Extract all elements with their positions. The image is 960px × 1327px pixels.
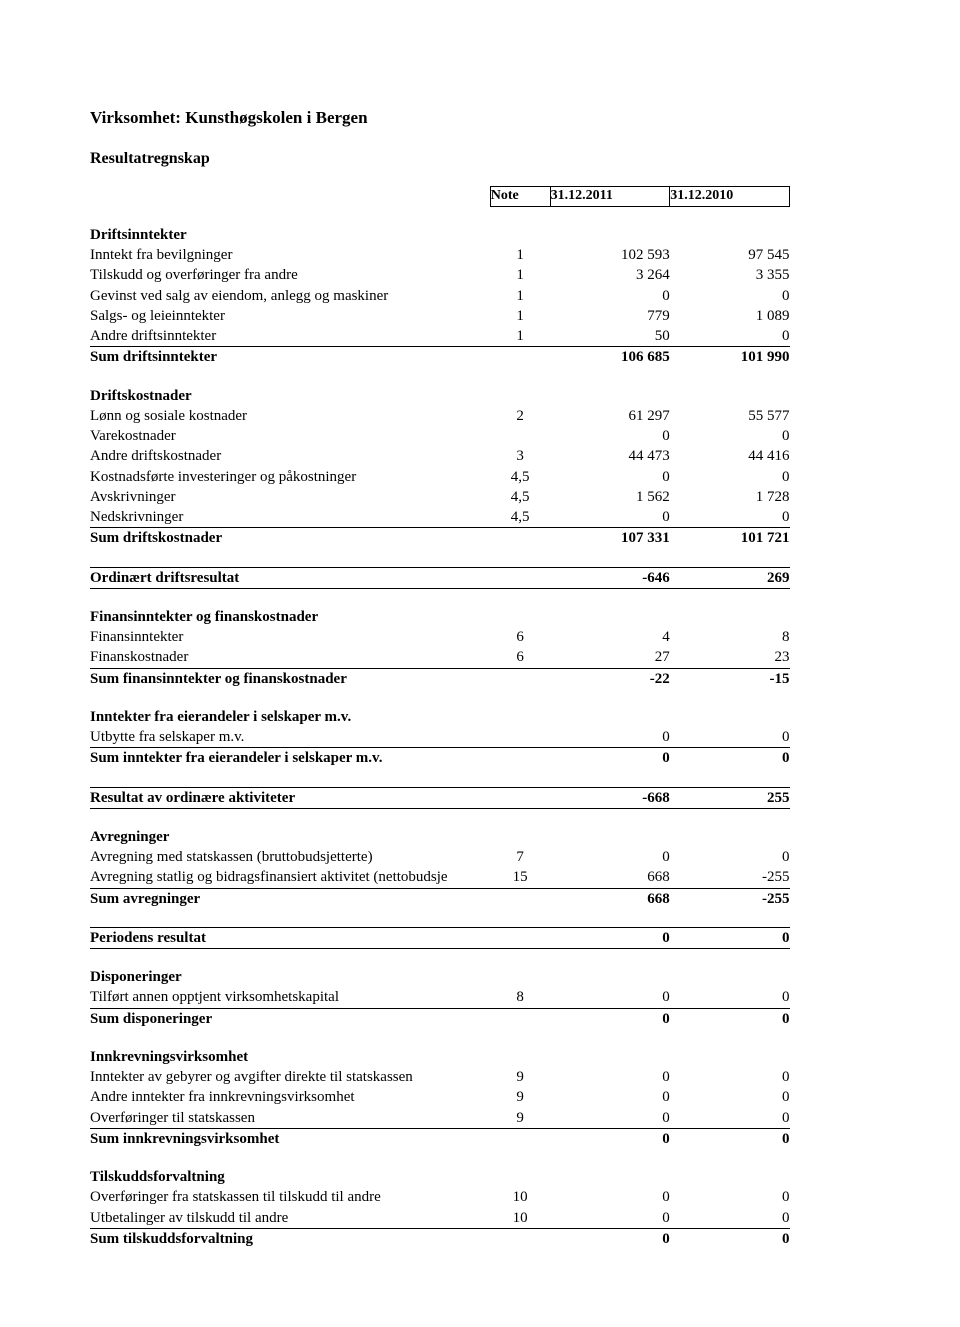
table-row: Andre driftsinntekter1500 [90,326,790,347]
table-row: Andre inntekter fra innkrevningsvirksomh… [90,1087,790,1107]
table-row: Lønn og sosiale kostnader261 29755 577 [90,406,790,426]
table-row: Avregning med statskassen (bruttobudsjet… [90,847,790,867]
table-row: Nedskrivninger4,500 [90,507,790,528]
sum-row: Sum avregninger668-255 [90,888,790,909]
page: Virksomhet: Kunsthøgskolen i Bergen Resu… [0,0,960,1327]
sum-row: Sum driftsinntekter106 685101 990 [90,347,790,368]
table-row: Tilskudd og overføringer fra andre13 264… [90,265,790,285]
section-title: Inntekter fra eierandeler i selskaper m.… [90,707,490,727]
result-row: Periodens resultat00 [90,927,790,948]
org-title: Virksomhet: Kunsthøgskolen i Bergen [90,108,870,128]
table-row: Inntekter av gebyrer og avgifter direkte… [90,1067,790,1087]
col-header-date2: 31.12.2010 [670,187,790,207]
section-title: Disponeringer [90,967,490,987]
section-title: Driftsinntekter [90,225,490,245]
report-title: Resultatregnskap [90,150,870,168]
table-row: Gevinst ved salg av eiendom, anlegg og m… [90,286,790,306]
col-header-date1: 31.12.2011 [550,187,670,207]
sum-row: Sum finansinntekter og finanskostnader-2… [90,668,790,689]
table-row: Inntekt fra bevilgninger1102 59397 545 [90,245,790,265]
income-statement-table: Note 31.12.2011 31.12.2010 Driftsinntekt… [90,186,790,1249]
table-row: Finansinntekter648 [90,627,790,647]
sum-row: Sum inntekter fra eierandeler i selskape… [90,748,790,769]
table-header-row: Note 31.12.2011 31.12.2010 [90,187,790,207]
table-row: Varekostnader00 [90,426,790,446]
section-title: Driftskostnader [90,386,490,406]
sum-row: Sum disponeringer00 [90,1008,790,1029]
col-header-note: Note [490,187,550,207]
section-title: Avregninger [90,827,490,847]
sum-row: Sum tilskuddsforvaltning00 [90,1228,790,1249]
table-row: Finanskostnader62723 [90,647,790,668]
table-row: Overføringer til statskassen900 [90,1108,790,1129]
table-row: Utbetalinger av tilskudd til andre1000 [90,1208,790,1229]
table-row: Overføringer fra statskassen til tilskud… [90,1187,790,1207]
section-title: Tilskuddsforvaltning [90,1167,490,1187]
section-title: Innkrevningsvirksomhet [90,1047,490,1067]
table-row: Avregning statlig og bidragsfinansiert a… [90,867,790,888]
table-row: Utbytte fra selskaper m.v.00 [90,727,790,748]
table-row: Salgs- og leieinntekter17791 089 [90,306,790,326]
table-row: Andre driftskostnader344 47344 416 [90,446,790,466]
section-title: Finansinntekter og finanskostnader [90,607,490,627]
sum-row: Sum driftskostnader107 331101 721 [90,528,790,549]
sum-row: Sum innkrevningsvirksomhet00 [90,1128,790,1149]
result-row: Resultat av ordinære aktiviteter-668255 [90,787,790,808]
table-row: Kostnadsførte investeringer og påkostnin… [90,467,790,487]
table-row: Avskrivninger4,51 5621 728 [90,487,790,507]
result-row: Ordinært driftsresultat-646269 [90,567,790,588]
table-row: Tilført annen opptjent virksomhetskapita… [90,987,790,1008]
